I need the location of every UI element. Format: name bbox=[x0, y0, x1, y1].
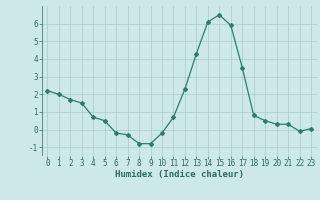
X-axis label: Humidex (Indice chaleur): Humidex (Indice chaleur) bbox=[115, 170, 244, 179]
